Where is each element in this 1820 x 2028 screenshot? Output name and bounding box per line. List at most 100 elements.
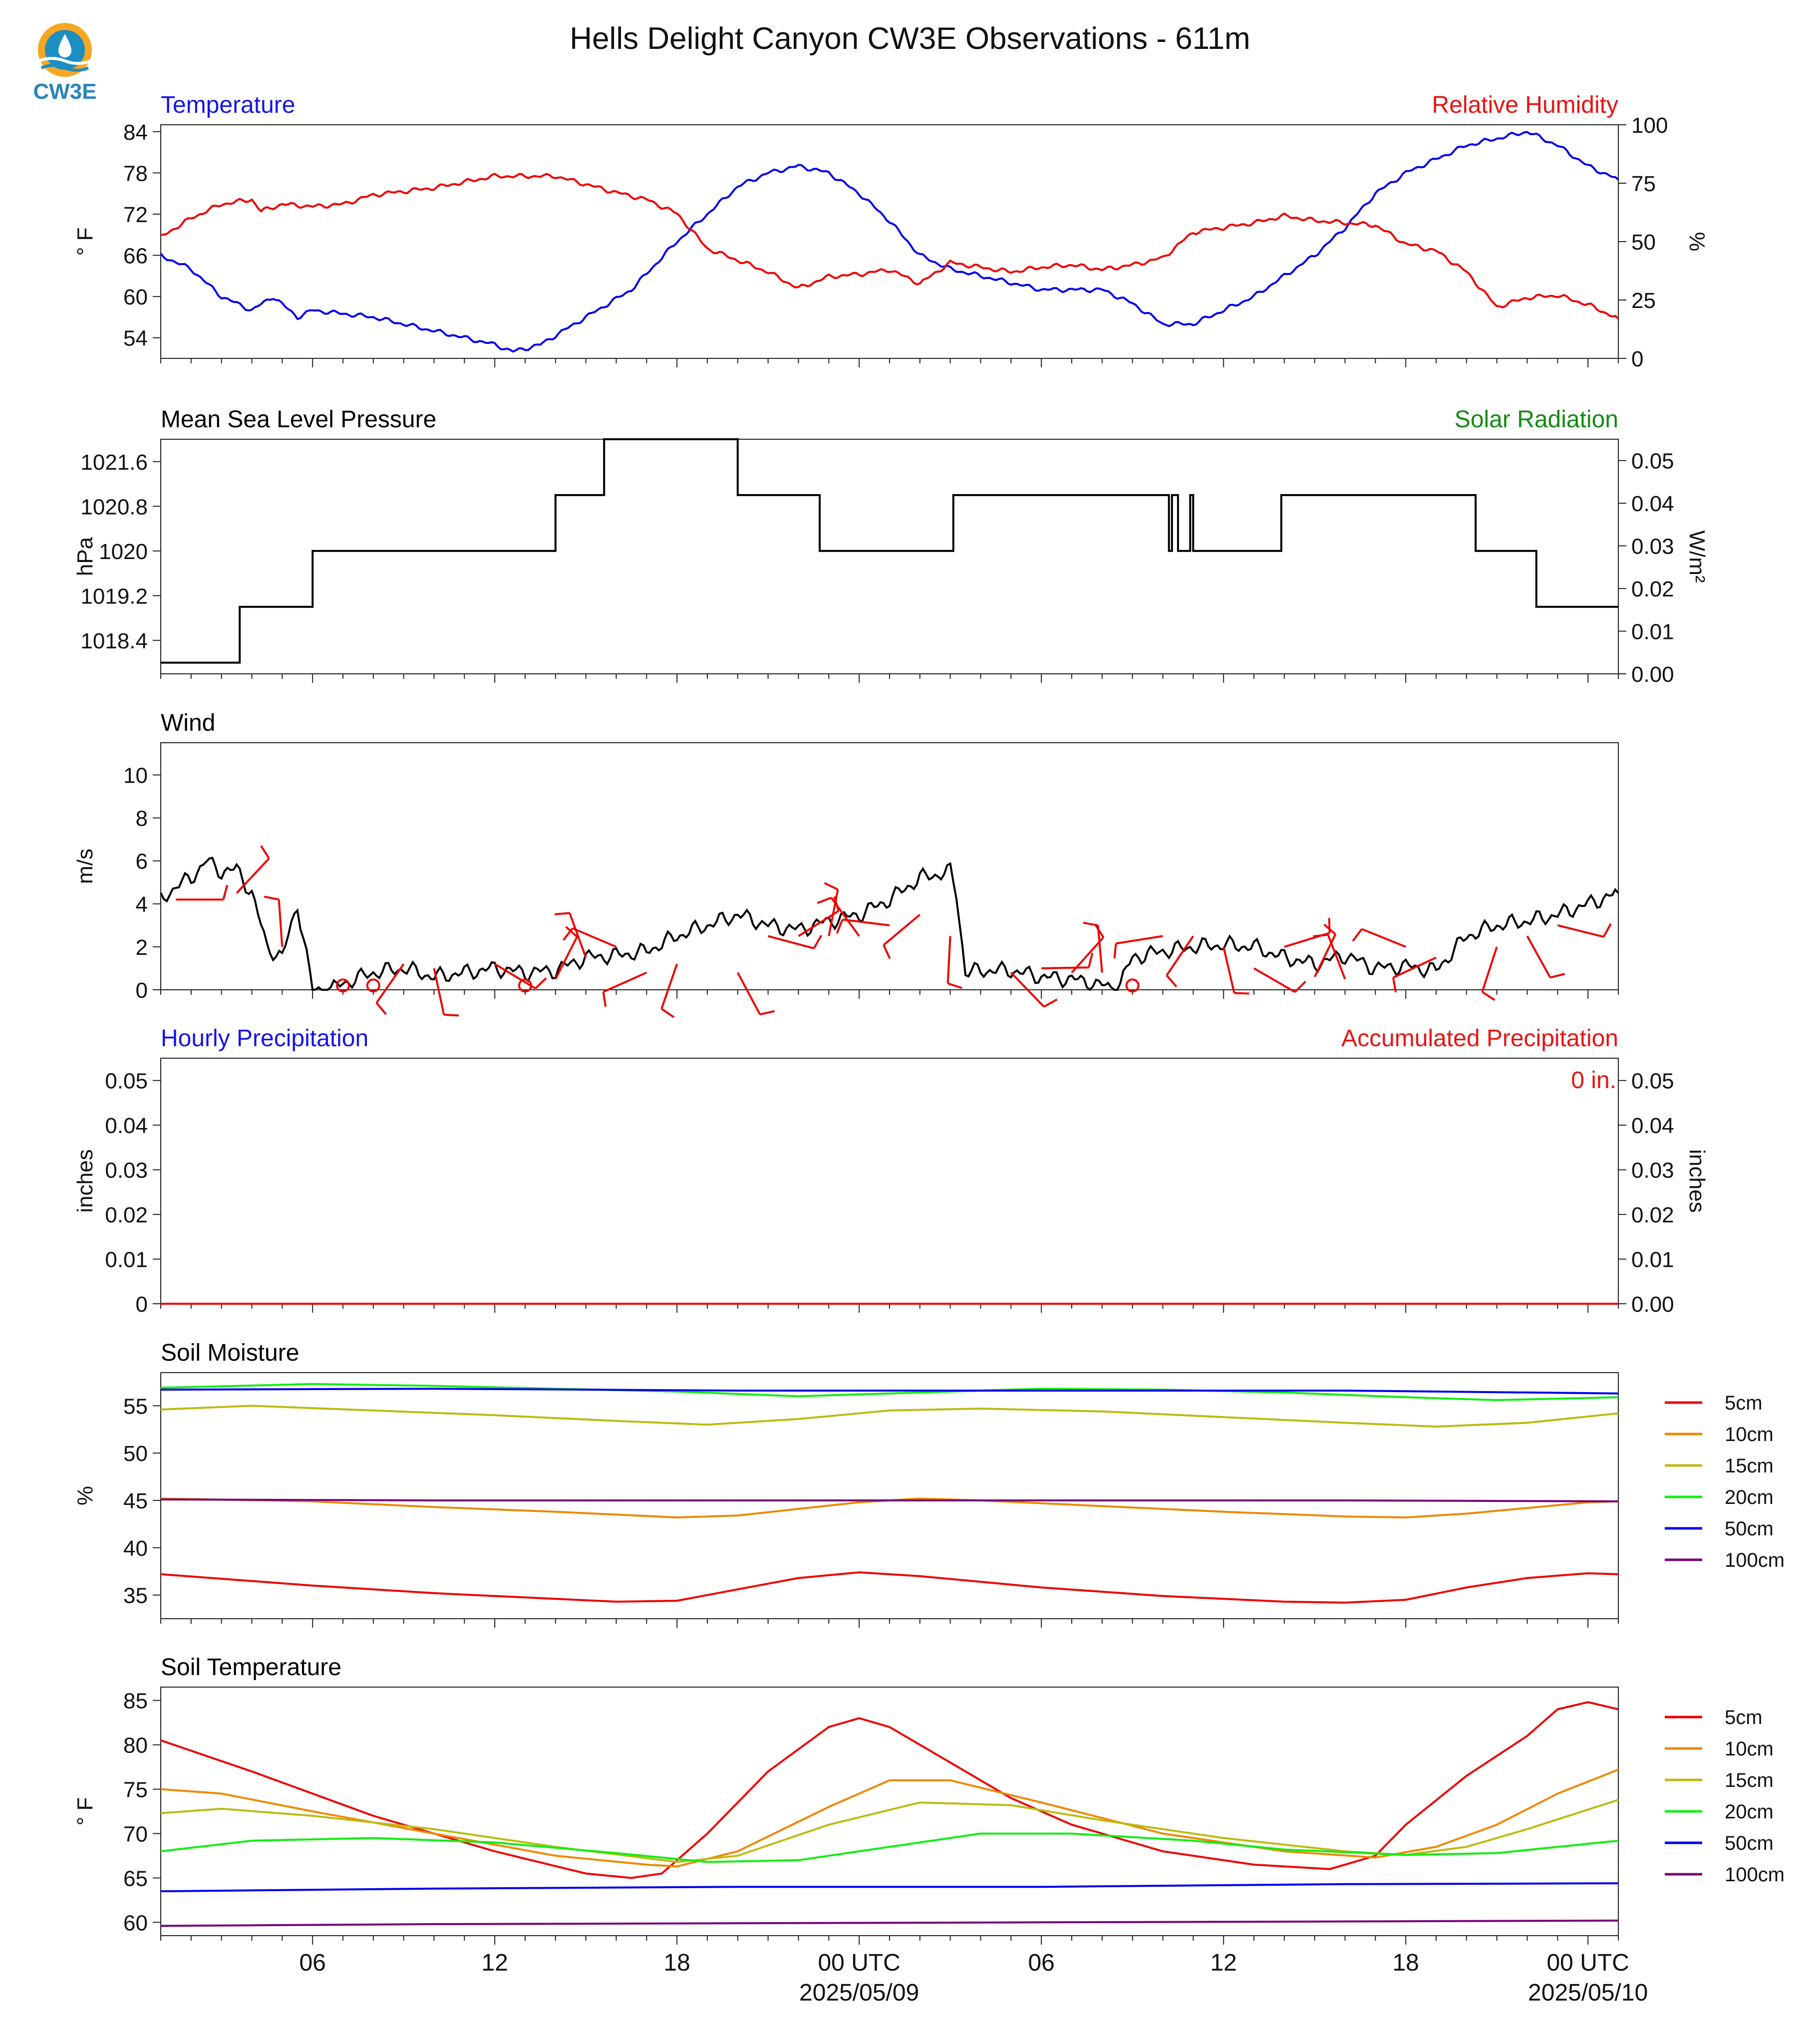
wind-barb-flag [602,991,607,1007]
y-tick-label: 2 [136,935,148,960]
wind-barb-flag [836,919,844,934]
panel-title-left: Temperature [161,92,295,118]
cw3e-logo: CW3E [27,19,102,104]
wind-barb [603,971,647,993]
y-right-tick-label: 0.01 [1631,1248,1674,1272]
logo-text: CW3E [33,79,96,104]
wind-barb-flag [1323,923,1336,935]
wind-barb [1222,946,1235,993]
page-title: Hells Delight Canyon CW3E Observations -… [570,21,1250,56]
y-tick-label: 0.02 [105,1203,148,1227]
wind-barb-flag [813,934,823,949]
plot-frame [160,1058,1619,1304]
y-right-tick-label: 0.03 [1631,535,1674,559]
wind-barb [555,936,578,980]
wind-barb-flag [264,895,280,901]
legend-label: 20cm [1725,1486,1774,1508]
y-tick-label: 60 [123,1911,148,1935]
series-line-10cm [160,1768,1619,1868]
panel-title-left: Hourly Precipitation [161,1025,368,1052]
y-tick-label: 84 [123,120,148,145]
x-tick-label: 12 [1210,1950,1236,1976]
y-right-tick-label: 0.03 [1631,1159,1674,1183]
x-tick-label: 06 [299,1950,325,1976]
wind-barb-flag [1392,977,1397,993]
y-tick-label: 80 [123,1734,148,1758]
precip-total-annotation: 0 in. [1571,1067,1616,1094]
panel-4 [153,1058,1626,1313]
y-right-tick-label: 0.02 [1631,1203,1674,1227]
wind-barb-calm [518,978,532,993]
wind-barb-flag [1113,943,1117,959]
legend-label: 20cm [1725,1801,1774,1823]
y-tick-label: 4 [136,892,148,917]
legend-label: 5cm [1725,1392,1763,1414]
y-tick-label: 1019.2 [80,584,148,608]
y-tick-label: 55 [123,1394,148,1419]
legend-label: 10cm [1725,1424,1774,1446]
legend-label: 15cm [1725,1455,1774,1477]
wind-barb [433,968,445,1015]
y-right-tick-label: 0 [1631,347,1643,371]
panel-title-left: Wind [161,710,215,736]
y-tick-label: 10 [123,764,148,788]
wind-barb-calm [336,978,350,993]
wind-barb-flag [444,1013,459,1017]
legend-label: 50cm [1725,1518,1774,1540]
wind-barb-flag [375,1002,387,1015]
wind-barb [660,963,678,1009]
legend-label: 15cm [1725,1769,1774,1791]
wind-barb [1557,924,1604,938]
y-right-tick-label: 0.04 [1631,492,1674,516]
panel-2 [153,438,1626,683]
plot-frame [160,439,1619,674]
wind-barb [1071,936,1105,973]
y-tick-label: 6 [136,850,148,874]
legend-label: 100cm [1725,1864,1785,1886]
y-tick-label: 54 [123,326,148,351]
y-tick-label: 78 [123,161,148,186]
legend-label: 50cm [1725,1832,1774,1854]
panel-title-left: Soil Moisture [161,1340,299,1366]
y-tick-label: 72 [123,203,148,227]
wind-barb [828,889,839,936]
series-line-20cm [160,1383,1619,1402]
y-tick-label: 0.05 [105,1069,148,1094]
y-tick-label: 85 [123,1689,148,1714]
y-axis-label: ° F [73,228,97,256]
panel-title-right: Accumulated Precipitation [1341,1025,1618,1052]
wind-barb-flag [759,1010,775,1016]
wind-barb [1097,925,1103,973]
series-line-5cm [160,1571,1619,1604]
wind-barb [737,972,761,1015]
y-axis-label: inches [73,1149,97,1212]
wind-barb-flag [260,845,270,859]
y-axis-label: hPa [73,537,97,576]
series-line-15cm [160,1405,1619,1428]
legend-label: 5cm [1725,1707,1763,1729]
wind-barb-flag [1294,980,1306,993]
wind-barb-flag [563,927,574,941]
wind-barb [572,927,617,948]
y-right-tick-label: 50 [1631,230,1656,255]
wind-barb [1526,935,1551,978]
panel-title-left: Mean Sea Level Pressure [161,406,436,433]
series-line-50cm [160,1388,1619,1395]
y-tick-label: 0 [136,978,148,1003]
y-right-tick-label: 0.02 [1631,577,1674,601]
panel-title-right: Relative Humidity [1432,92,1618,118]
y-tick-label: 45 [123,1489,148,1513]
y-right-axis-label: inches [1685,1149,1709,1212]
series-line-15cm [160,1798,1619,1863]
wind-barb-flag [883,944,891,959]
series-line-relative-humidity [160,173,1619,319]
x-tick-label: 12 [481,1950,508,1976]
wind-barb-flag [817,896,832,904]
wind-barb-flag [1083,921,1098,926]
wind-barb [1166,935,1194,976]
wind-barb-flag [1550,973,1565,979]
wind-barb [1361,928,1406,948]
wind-barb-flag [565,926,578,938]
y-tick-label: 60 [123,285,148,309]
